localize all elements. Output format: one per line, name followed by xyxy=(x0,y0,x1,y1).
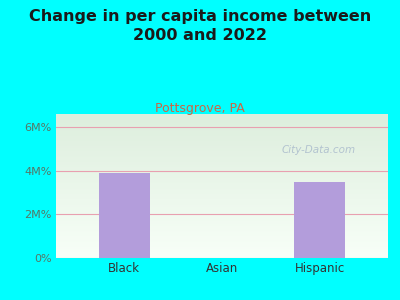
Bar xyxy=(99,173,150,258)
Text: Pottsgrove, PA: Pottsgrove, PA xyxy=(155,102,245,115)
Text: City-Data.com: City-Data.com xyxy=(282,145,356,155)
Bar xyxy=(294,182,345,258)
Text: Change in per capita income between
2000 and 2022: Change in per capita income between 2000… xyxy=(29,9,371,43)
